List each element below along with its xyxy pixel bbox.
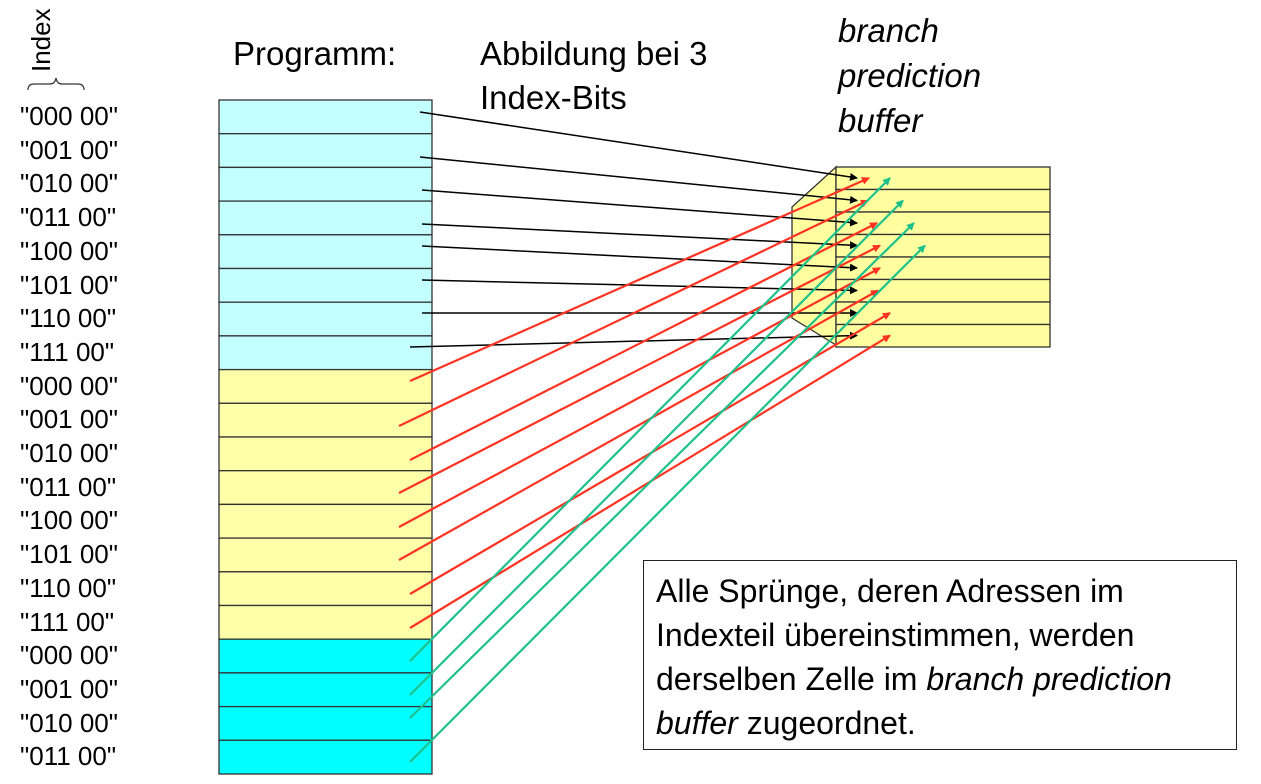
buffer-label-line1: branch xyxy=(838,12,939,49)
mapping-arrow xyxy=(409,331,858,348)
buffer-entry xyxy=(835,301,1051,326)
address-label: "101 00" xyxy=(20,269,118,300)
program-cell xyxy=(218,638,433,674)
explanation-box: Alle Sprünge, deren Adressen im Indextei… xyxy=(643,560,1237,750)
address-label: "001 00" xyxy=(20,134,118,165)
program-cell xyxy=(218,234,433,270)
program-label: Programm: xyxy=(233,35,397,72)
program-cell xyxy=(218,133,433,169)
mapping-arrow xyxy=(409,244,926,763)
mapping-arrow xyxy=(409,199,904,696)
address-label: "011 00" xyxy=(20,471,117,502)
program-cell xyxy=(218,436,433,472)
address-label: "000 00" xyxy=(20,370,118,401)
buffer-entry xyxy=(835,233,1051,258)
program-cell xyxy=(218,368,433,404)
program-cell xyxy=(218,301,433,337)
mapping-arrow xyxy=(421,223,858,250)
note-text-2: zugeordnet. xyxy=(737,705,916,741)
address-label: "000 00" xyxy=(20,101,118,131)
program-cell xyxy=(218,335,433,371)
program-cell xyxy=(218,739,433,775)
program-cell xyxy=(218,470,433,506)
mapping-arrow xyxy=(409,222,915,719)
address-label: "100 00" xyxy=(20,505,118,536)
program-cell xyxy=(218,537,433,573)
mapping-arrow xyxy=(421,189,858,227)
mapping-arrow xyxy=(398,289,879,561)
mapping-arrow xyxy=(419,111,858,181)
mapping-arrow xyxy=(421,245,858,272)
address-label: "010 00" xyxy=(20,168,118,199)
program-cell xyxy=(218,571,433,607)
mapping-arrow xyxy=(421,279,858,295)
mapping-arrow xyxy=(409,177,891,662)
note-italic: branch prediction buffer xyxy=(656,661,1172,741)
address-label: "010 00" xyxy=(20,707,118,738)
address-label: "011 00" xyxy=(20,741,117,772)
mapping-arrow xyxy=(409,222,878,461)
buffer-entry xyxy=(835,278,1051,303)
mapping-arrow xyxy=(419,156,858,204)
program-cell xyxy=(218,705,433,741)
program-cell xyxy=(218,99,433,135)
address-label: "110 00" xyxy=(20,572,117,603)
address-label: "111 00" xyxy=(20,606,115,637)
program-cell xyxy=(218,200,433,236)
program-cell xyxy=(218,503,433,539)
mapping-arrow xyxy=(398,244,881,494)
address-label: "000 00" xyxy=(20,640,118,671)
address-label: "001 00" xyxy=(20,404,118,435)
address-label: "001 00" xyxy=(20,673,118,704)
buffer-label-line2: prediction xyxy=(838,57,982,94)
mapping-arrow xyxy=(409,176,870,383)
program-cell xyxy=(218,267,433,303)
program-cell xyxy=(218,166,433,202)
address-label: "101 00" xyxy=(20,539,118,570)
buffer-label-line3: buffer xyxy=(838,102,923,139)
index-brace xyxy=(27,77,85,91)
program-cell xyxy=(218,604,433,640)
program-cell xyxy=(218,672,433,708)
address-label: "010 00" xyxy=(20,438,118,468)
mapping-label-line1: Abbildung bei 3 xyxy=(480,35,708,72)
address-label: "100 00" xyxy=(20,235,118,266)
mapping-arrow xyxy=(398,199,869,427)
mapping-label-line2: Index-Bits xyxy=(480,79,627,116)
program-cell xyxy=(218,402,433,438)
mapping-arrow xyxy=(398,267,881,528)
address-label: "111 00" xyxy=(20,336,115,367)
buffer-entry xyxy=(835,323,1051,348)
address-label: "011 00" xyxy=(20,202,117,233)
buffer-entry xyxy=(835,211,1051,236)
note-text-1: Alle Sprünge, deren Adressen im Indextei… xyxy=(656,573,1135,697)
address-label: "110 00" xyxy=(20,303,117,334)
